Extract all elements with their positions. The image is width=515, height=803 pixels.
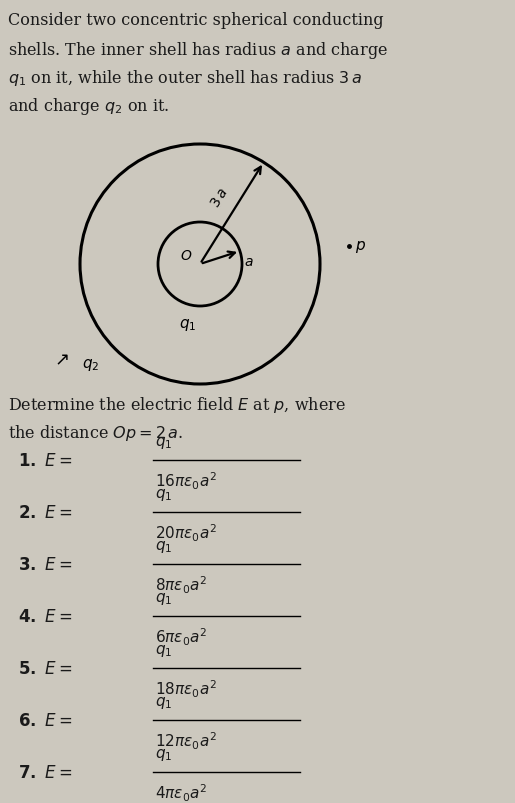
- Text: $p$: $p$: [355, 238, 366, 255]
- Text: Determine the electric field $E$ at $p$, where: Determine the electric field $E$ at $p$,…: [8, 394, 346, 414]
- Text: $q_1$: $q_1$: [155, 694, 173, 710]
- Text: $q_1$: $q_1$: [155, 642, 173, 658]
- Text: $a$: $a$: [244, 255, 253, 269]
- Text: $16 \pi \epsilon_0 a^2$: $16 \pi \epsilon_0 a^2$: [155, 471, 217, 491]
- Text: $\mathbf{1.}\ E = $: $\mathbf{1.}\ E = $: [18, 453, 73, 470]
- Text: $\mathbf{4.}\ E = $: $\mathbf{4.}\ E = $: [18, 609, 73, 626]
- Text: $O$: $O$: [180, 249, 192, 263]
- Text: $q_1$: $q_1$: [155, 746, 173, 762]
- Text: shells. The inner shell has radius $a$ and charge: shells. The inner shell has radius $a$ a…: [8, 40, 388, 61]
- Text: $20 \pi \epsilon_0 a^2$: $20 \pi \epsilon_0 a^2$: [155, 522, 217, 544]
- Text: $\mathbf{3.}\ E = $: $\mathbf{3.}\ E = $: [18, 556, 73, 574]
- Text: $q_1$: $q_1$: [155, 487, 173, 503]
- Text: $4 \pi \epsilon_0 a^2$: $4 \pi \epsilon_0 a^2$: [155, 782, 207, 803]
- Text: $3\,a$: $3\,a$: [208, 185, 231, 210]
- Text: $6 \pi \epsilon_0 a^2$: $6 \pi \epsilon_0 a^2$: [155, 626, 207, 647]
- Text: $12 \pi \epsilon_0 a^2$: $12 \pi \epsilon_0 a^2$: [155, 730, 217, 752]
- Text: $\mathbf{6.}\ E = $: $\mathbf{6.}\ E = $: [18, 712, 73, 730]
- Text: Consider two concentric spherical conducting: Consider two concentric spherical conduc…: [8, 12, 384, 29]
- Text: $\nearrow$: $\nearrow$: [51, 351, 69, 369]
- Text: the distance $Op = 2\,a$.: the distance $Op = 2\,a$.: [8, 422, 183, 442]
- Text: $q_1$: $q_1$: [155, 434, 173, 450]
- Text: $q_1$: $q_1$: [155, 590, 173, 606]
- Text: and charge $q_2$ on it.: and charge $q_2$ on it.: [8, 96, 169, 117]
- Text: $q_1$: $q_1$: [179, 316, 197, 332]
- Text: $8 \pi \epsilon_0 a^2$: $8 \pi \epsilon_0 a^2$: [155, 574, 207, 596]
- Text: $q_1$: $q_1$: [155, 538, 173, 554]
- Text: $18 \pi \epsilon_0 a^2$: $18 \pi \epsilon_0 a^2$: [155, 679, 217, 699]
- Text: $\mathbf{7.}\ E = $: $\mathbf{7.}\ E = $: [18, 764, 73, 781]
- Text: $\mathbf{2.}\ E = $: $\mathbf{2.}\ E = $: [18, 505, 73, 522]
- Text: $\mathbf{5.}\ E = $: $\mathbf{5.}\ E = $: [18, 661, 73, 678]
- Text: $q_1$ on it, while the outer shell has radius $3\,a$: $q_1$ on it, while the outer shell has r…: [8, 68, 363, 88]
- Text: $q_2$: $q_2$: [82, 357, 99, 373]
